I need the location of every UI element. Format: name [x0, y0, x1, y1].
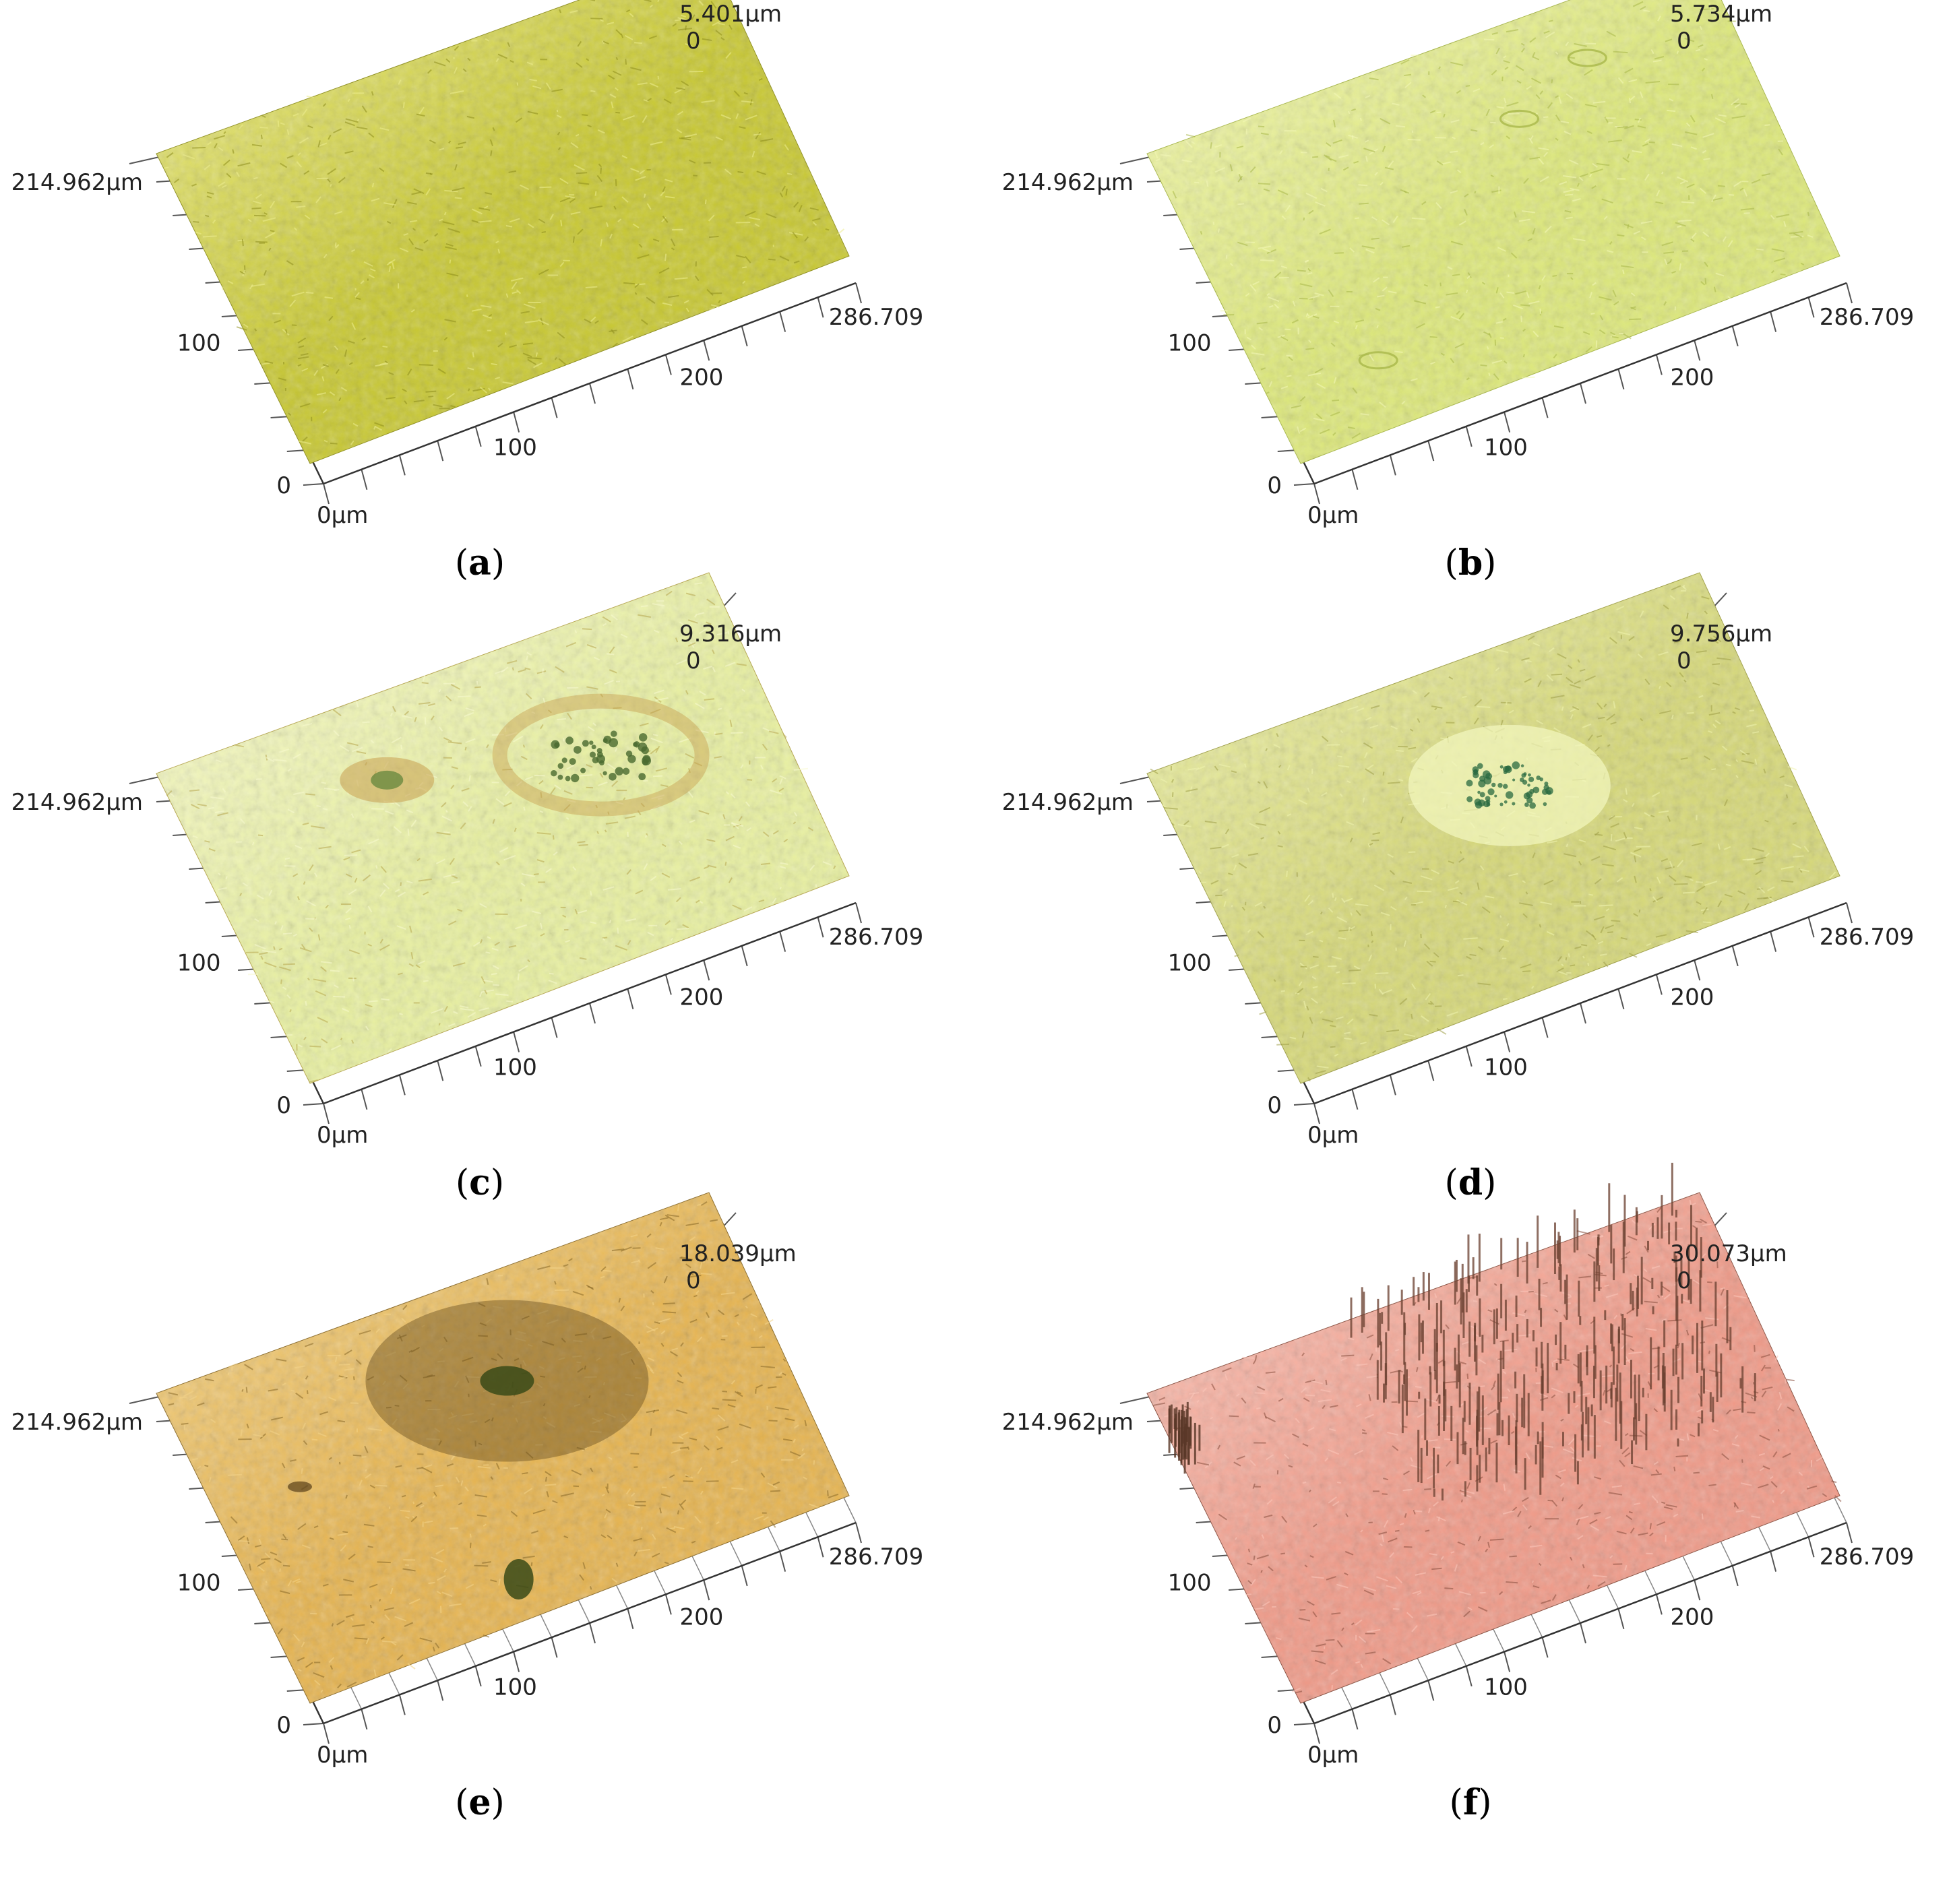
- panel-letter: c: [469, 1162, 491, 1203]
- y-mid-label: 100: [177, 330, 221, 357]
- y-zero-label: 0: [1267, 472, 1282, 499]
- x-max-label: 286.709: [1820, 304, 1915, 331]
- z-zero-label: 0: [686, 28, 701, 55]
- y-max-label: 214.962µm: [1002, 169, 1134, 196]
- x-origin-label: 0µm: [1307, 1122, 1359, 1149]
- x-origin-label: 0µm: [1307, 1742, 1359, 1769]
- y-max-label: 214.962µm: [11, 789, 143, 816]
- x-origin-label: 0µm: [1307, 502, 1359, 529]
- panel-letter: f: [1462, 1782, 1479, 1823]
- x-mid1-label: 100: [493, 435, 537, 462]
- surface-texture: [168, 1201, 839, 1693]
- panel-letter: a: [468, 542, 491, 583]
- x-origin-label: 0µm: [317, 1122, 368, 1149]
- surface-texture: [166, 582, 836, 1083]
- panel-letter: e: [468, 1782, 491, 1823]
- y-mid-label: 100: [1168, 1570, 1212, 1597]
- surface-features: [1408, 724, 1611, 846]
- panel-letter: b: [1458, 542, 1483, 583]
- floor-grid: [156, 180, 862, 505]
- z-zero-label: 0: [1677, 28, 1692, 55]
- x-max-label: 286.709: [829, 1544, 924, 1570]
- x-mid2-label: 200: [1671, 1604, 1714, 1630]
- panel-caption-b: (b): [1444, 542, 1497, 583]
- x-origin-label: 0µm: [317, 1742, 368, 1769]
- surface-b: [1146, 0, 1840, 464]
- z-max-label: 9.756µm: [1670, 621, 1772, 647]
- y-mid-label: 100: [177, 950, 221, 977]
- panel-caption-c: (c): [455, 1162, 505, 1203]
- x-mid2-label: 200: [680, 1604, 724, 1630]
- panel-letter: d: [1458, 1162, 1483, 1203]
- y-max-label: 214.962µm: [1002, 1409, 1134, 1436]
- x-mid2-label: 200: [1671, 364, 1714, 391]
- z-max-label: 9.316µm: [679, 621, 782, 647]
- x-mid2-label: 200: [1671, 984, 1714, 1011]
- surface-texture: [1154, 0, 1814, 439]
- y-max-label: 214.962µm: [11, 169, 143, 196]
- surface-features: [288, 1300, 649, 1599]
- surface-c: [156, 572, 850, 1084]
- x-mid1-label: 100: [1484, 1054, 1528, 1081]
- panel-caption-a: (a): [454, 542, 505, 583]
- z-max-label: 5.401µm: [679, 1, 782, 28]
- x-mid1-label: 100: [1484, 1674, 1528, 1701]
- y-zero-label: 0: [276, 1092, 291, 1119]
- x-mid1-label: 100: [493, 1054, 537, 1081]
- z-zero-label: 0: [1677, 647, 1692, 674]
- x-max-label: 286.709: [1820, 924, 1915, 951]
- panel-caption-f: (f): [1449, 1782, 1492, 1823]
- y-mid-label: 100: [1168, 330, 1212, 357]
- z-zero-label: 0: [686, 1267, 701, 1294]
- z-zero-label: 0: [1677, 1267, 1692, 1294]
- y-max-label: 214.962µm: [1002, 789, 1134, 816]
- y-zero-label: 0: [1267, 1092, 1282, 1119]
- surface-texture: [1153, 1199, 1842, 1694]
- x-mid2-label: 200: [680, 364, 724, 391]
- y-mid-label: 100: [177, 1570, 221, 1597]
- surface-a: [156, 0, 850, 464]
- x-mid1-label: 100: [493, 1674, 537, 1701]
- surface-f: [1146, 1192, 1840, 1704]
- surface-features: [340, 693, 710, 817]
- surface-features: [1358, 49, 1607, 370]
- x-max-label: 286.709: [829, 924, 924, 951]
- surface-texture: [164, 0, 845, 445]
- panel-caption-d: (d): [1444, 1162, 1497, 1203]
- z-max-label: 18.039µm: [679, 1240, 797, 1267]
- x-mid1-label: 100: [1484, 435, 1528, 462]
- surface-e: [156, 1192, 850, 1704]
- y-zero-label: 0: [276, 1712, 291, 1739]
- panel-caption-e: (e): [455, 1782, 505, 1823]
- y-zero-label: 0: [276, 472, 291, 499]
- z-max-label: 30.073µm: [1670, 1240, 1787, 1267]
- x-max-label: 286.709: [1820, 1544, 1915, 1570]
- y-max-label: 214.962µm: [11, 1409, 143, 1436]
- x-origin-label: 0µm: [317, 502, 368, 529]
- y-mid-label: 100: [1168, 950, 1212, 977]
- z-max-label: 5.734µm: [1670, 1, 1772, 28]
- y-zero-label: 0: [1267, 1712, 1282, 1739]
- x-max-label: 286.709: [829, 304, 924, 331]
- surface-features: [1168, 1162, 1756, 1501]
- z-zero-label: 0: [686, 647, 701, 674]
- x-mid2-label: 200: [680, 984, 724, 1011]
